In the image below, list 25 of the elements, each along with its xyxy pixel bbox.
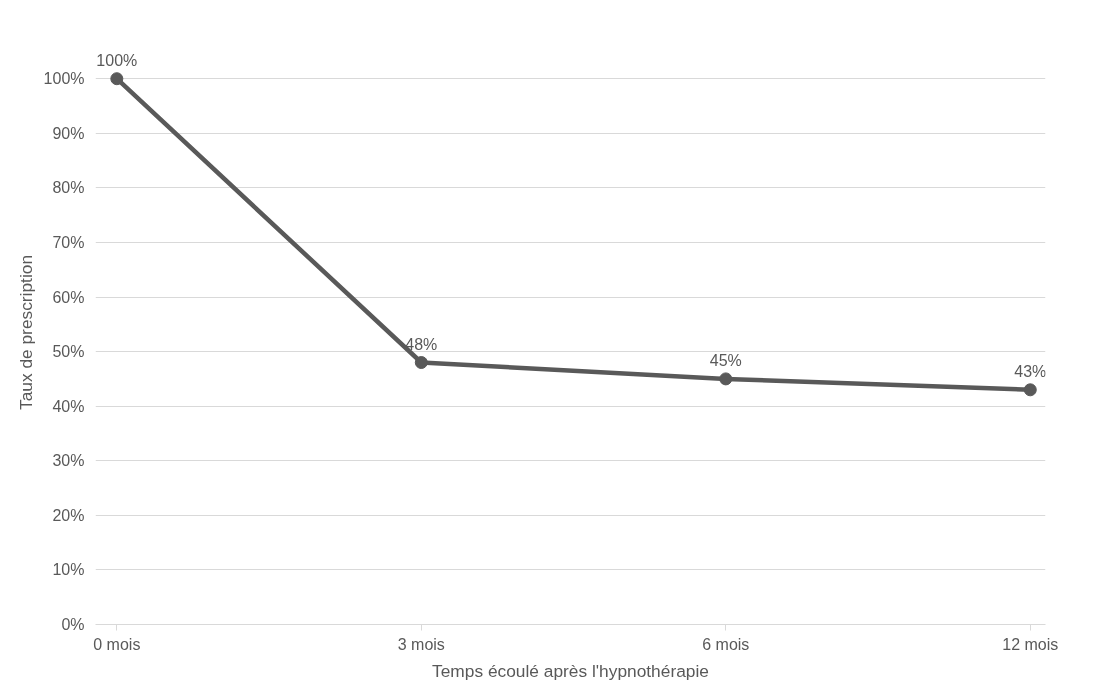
y-tick-label: 100%: [43, 70, 85, 88]
point: [110, 72, 124, 86]
x-tick-label: 3 mois: [397, 635, 445, 653]
y-tick-label: 20%: [52, 506, 85, 524]
y-tick-label: 70%: [52, 233, 85, 251]
y-tick-label: 50%: [52, 343, 85, 361]
y-tick-label: 30%: [52, 452, 85, 470]
point: [719, 372, 733, 386]
y-axis-title: Taux de prescription: [15, 254, 36, 411]
data-label: 43%: [1014, 362, 1047, 380]
x-tick-label: 0 mois: [93, 635, 141, 653]
y-tick-label: 60%: [52, 288, 85, 306]
x-axis-title: Temps écoulé après l'hypnothérapie: [432, 660, 709, 681]
y-tick-label: 90%: [52, 124, 85, 142]
y-tick-label: 0%: [61, 616, 85, 633]
data-label: 100%: [96, 51, 138, 69]
y-tick-label: 10%: [52, 561, 85, 579]
x-tick-label: 6 mois: [702, 635, 750, 653]
point: [414, 356, 428, 370]
data-label: 45%: [709, 351, 742, 369]
point: [1023, 383, 1037, 397]
data-label: 48%: [405, 335, 438, 353]
y-tick-label: 80%: [52, 179, 85, 197]
y-tick-label: 40%: [52, 397, 85, 415]
x-tick-label: 12 mois: [1002, 635, 1059, 653]
